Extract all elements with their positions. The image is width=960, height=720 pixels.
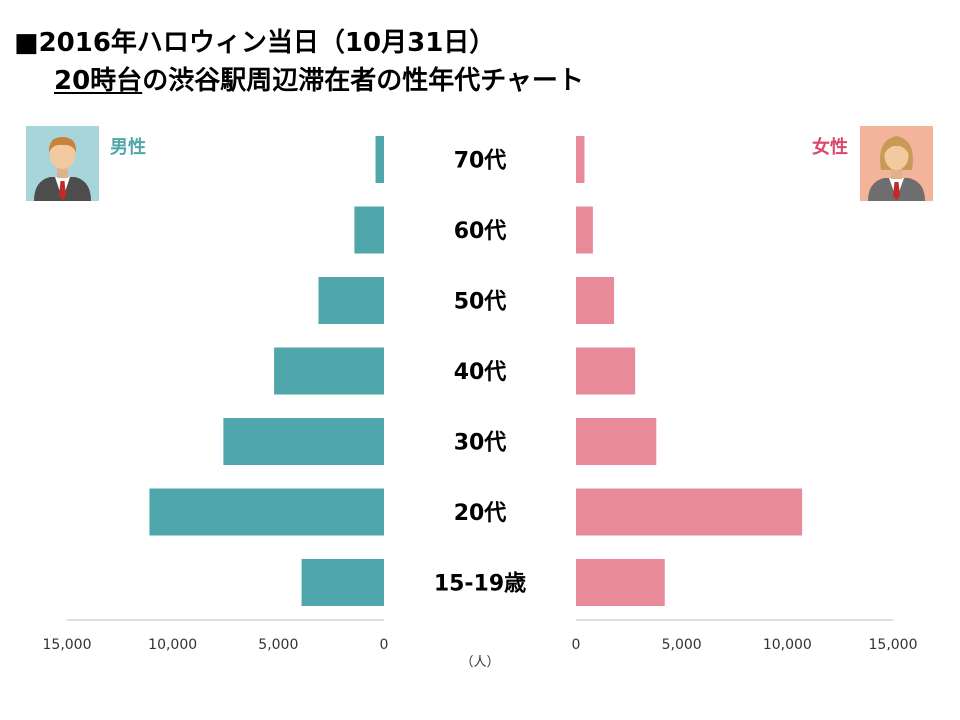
category-label: 70代 [454, 149, 507, 174]
category-label: 20代 [454, 501, 507, 526]
unit-label: （人） [460, 655, 499, 670]
tick-label-left: 10,000 [148, 637, 197, 653]
male-bar [223, 418, 384, 465]
category-label: 15-19歳 [434, 572, 526, 597]
male-bar [149, 488, 384, 536]
chart-title-line2: 20時台の渋谷駅周辺滞在者の性年代チャート [54, 60, 584, 97]
male-bar [274, 347, 384, 395]
legend-male-label: 男性 [110, 136, 146, 158]
female-bar [576, 136, 585, 183]
female-avatar-icon [860, 126, 933, 201]
chart-title-rest: の渋谷駅周辺滞在者の性年代チャート [142, 66, 584, 96]
legend-female-label: 女性 [812, 136, 848, 158]
category-label: 40代 [454, 360, 507, 385]
chart-title-line1: ■2016年ハロウィン当日（10月31日） [14, 28, 496, 58]
female-bar [576, 277, 615, 324]
female-bar [576, 206, 593, 254]
male-bar [301, 559, 384, 606]
tick-label-right: 15,000 [869, 637, 918, 653]
male-bar [375, 136, 384, 183]
chart-title-emphasis: 20時台 [54, 66, 143, 96]
male-bar [318, 277, 384, 324]
category-label: 60代 [454, 219, 507, 244]
female-bar [576, 559, 665, 606]
tick-label-left: 5,000 [258, 637, 298, 653]
category-labels-group: 70代 60代 50代 40代 30代 20代 15-19歳 [434, 149, 526, 597]
female-bar [576, 418, 657, 465]
tick-labels-group: 15,000 15,000 10,000 10,000 5,000 5,000 0 0 [43, 637, 918, 653]
male-bar [354, 206, 384, 254]
category-label: 30代 [454, 431, 507, 456]
category-label: 50代 [454, 290, 507, 315]
female-bar [576, 488, 803, 536]
tick-label-right: 0 [572, 637, 581, 653]
tick-label-right: 5,000 [662, 637, 702, 653]
tick-label-left: 15,000 [43, 637, 92, 653]
bars-group [149, 136, 803, 606]
tick-label-left: 0 [380, 637, 389, 653]
male-avatar-icon [26, 126, 99, 201]
tick-label-right: 10,000 [763, 637, 812, 653]
female-bar [576, 347, 636, 395]
